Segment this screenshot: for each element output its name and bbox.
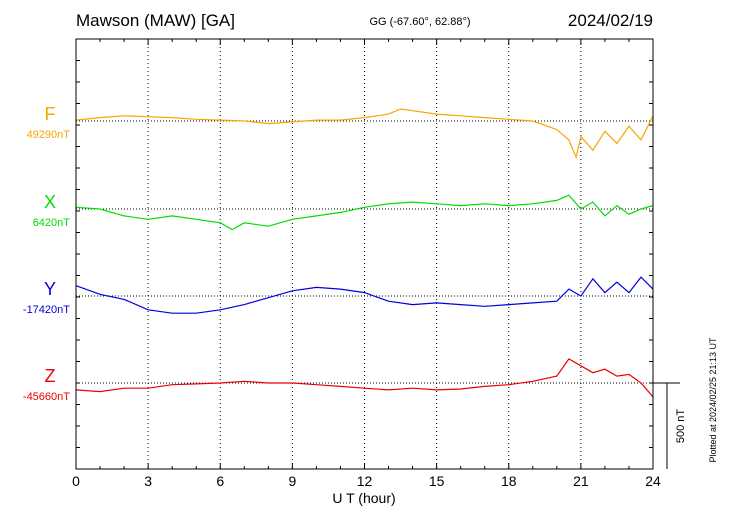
x-tick-label: 3 bbox=[144, 473, 152, 489]
baseline-label-F: 49290nT bbox=[27, 129, 71, 141]
series-name-F: F bbox=[45, 104, 56, 124]
station-title: Mawson (MAW) [GA] bbox=[76, 11, 235, 30]
x-tick-label: 24 bbox=[645, 473, 661, 489]
plot-date: 2024/02/19 bbox=[568, 11, 653, 30]
series-line-Y bbox=[75, 276, 654, 314]
series-name-Y: Y bbox=[44, 279, 56, 299]
geographic-coordinates: GG (-67.60°, 62.88°) bbox=[369, 16, 470, 28]
x-tick-label: 9 bbox=[288, 473, 296, 489]
x-tick-label: 6 bbox=[216, 473, 224, 489]
baseline-label-X: 6420nT bbox=[33, 217, 71, 229]
baseline-label-Y: -17420nT bbox=[23, 304, 70, 316]
series-line-X bbox=[75, 194, 654, 231]
x-tick-label: 21 bbox=[573, 473, 589, 489]
plotted-timestamp: Plotted at 2024/02/25 21:13 UT bbox=[708, 337, 718, 463]
series-layer: F 49290nT X 6420nT Y -17420nT Z -45660nT bbox=[23, 104, 654, 403]
grid-layer bbox=[76, 39, 653, 469]
baseline-label-Z: -45660nT bbox=[23, 391, 70, 403]
series-name-X: X bbox=[44, 192, 56, 212]
series-line-F bbox=[75, 108, 654, 160]
x-tick-label: 15 bbox=[429, 473, 445, 489]
x-tick-label: 12 bbox=[357, 473, 373, 489]
plot-frame bbox=[75, 38, 654, 470]
scale-bar-label: 500 nT bbox=[675, 409, 687, 444]
series-name-Z: Z bbox=[45, 366, 56, 386]
x-tick-label: 18 bbox=[501, 473, 517, 489]
series-line-Z bbox=[75, 358, 654, 398]
x-axis-label: U T (hour) bbox=[332, 490, 395, 506]
ticks-layer: 0 3 6 9 12 15 18 21 24 bbox=[72, 38, 661, 489]
x-tick-label: 0 bbox=[72, 473, 80, 489]
